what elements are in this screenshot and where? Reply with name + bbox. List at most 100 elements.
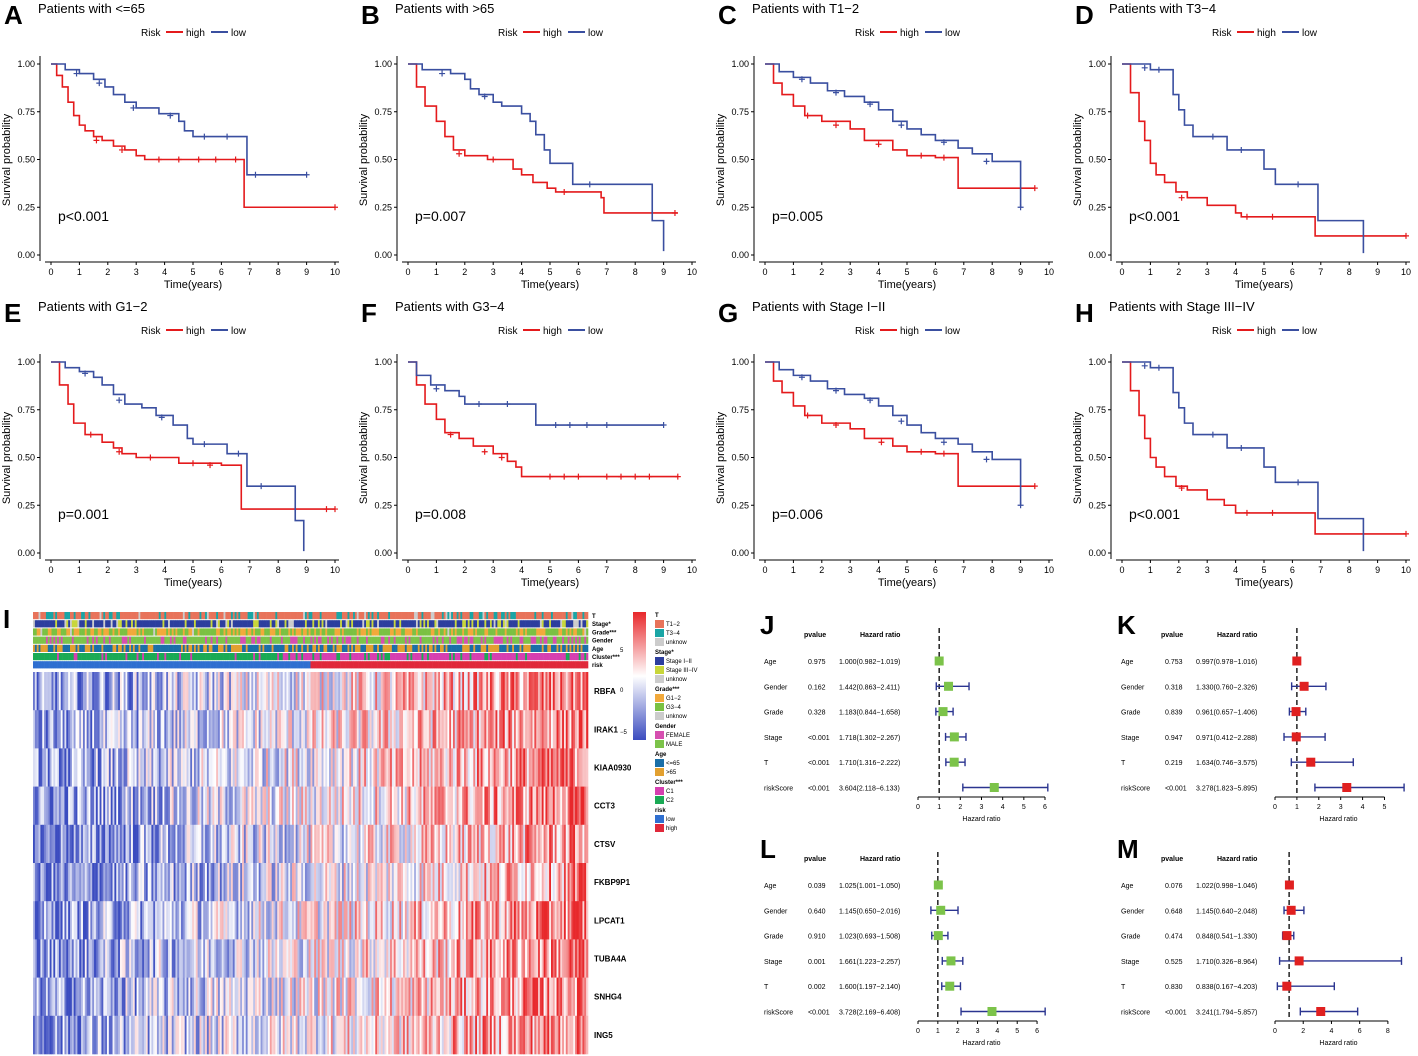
- heatmap-cell: [123, 710, 126, 749]
- heatmap-cell: [371, 748, 374, 787]
- annotation-cell: [514, 644, 517, 652]
- heatmap-cell: [94, 748, 97, 787]
- annotation-cell: [510, 653, 513, 661]
- annotation-cell: [223, 636, 226, 644]
- survival-curve-low: [408, 361, 664, 426]
- heatmap-cell: [321, 824, 324, 864]
- annotation-cell: [454, 612, 457, 620]
- heatmap-cell: [375, 786, 378, 826]
- heatmap-cell: [57, 863, 60, 902]
- heatmap-cell: [236, 786, 239, 826]
- heatmap-cell: [425, 748, 428, 787]
- heatmap-cell: [325, 710, 328, 749]
- heatmap-cell: [447, 786, 450, 826]
- heatmap-cell: [571, 748, 574, 787]
- y-tick-label: 0.75: [1088, 405, 1106, 415]
- annotation-cell: [575, 628, 578, 636]
- heatmap-cell: [186, 672, 189, 711]
- annotation-track: [33, 628, 589, 636]
- heatmap-cell: [149, 672, 152, 711]
- annotation-cell: [478, 620, 481, 628]
- y-tick-label: 0.00: [731, 250, 749, 260]
- heatmap-cell: [582, 786, 585, 826]
- annotation-cell: [151, 653, 154, 661]
- censor-mark-low: [116, 397, 123, 404]
- annotation-cell: [118, 644, 121, 652]
- annotation-cell: [560, 620, 563, 628]
- heatmap-cell: [391, 939, 395, 978]
- annotation-cell: [66, 653, 69, 661]
- heatmap-cell: [206, 748, 210, 787]
- annotation-cell: [275, 636, 278, 644]
- heatmap-cell: [232, 939, 235, 978]
- annotation-cell: [316, 644, 319, 652]
- annotation-cell: [175, 628, 178, 636]
- annotation-cell: [60, 636, 63, 644]
- x-tick-label: 5: [1261, 565, 1266, 575]
- annotation-cell: [232, 636, 235, 644]
- annotation-cell: [105, 661, 108, 669]
- heatmap-cell: [90, 824, 93, 864]
- annotation-cell: [70, 628, 73, 636]
- censor-mark-high: [1403, 530, 1409, 537]
- heatmap-cell: [364, 710, 367, 749]
- heatmap-cell: [526, 748, 530, 787]
- heatmap-cell: [234, 863, 237, 902]
- heatmap-cell: [127, 710, 130, 749]
- heatmap-cell: [427, 672, 430, 711]
- heatmap-cell: [458, 710, 461, 749]
- heatmap-cell: [377, 672, 380, 711]
- annotation-cell: [97, 653, 100, 661]
- y-tick-label: 0.00: [1088, 548, 1106, 558]
- heatmap-cell: [256, 901, 259, 940]
- annotation-cell: [86, 628, 89, 636]
- annotation-cell: [308, 644, 311, 652]
- heatmap-cell: [79, 672, 82, 711]
- heatmap-cell: [345, 672, 348, 711]
- annotation-label: T: [592, 614, 596, 620]
- annotation-cell: [216, 628, 219, 636]
- x-tick-label: 10: [1401, 565, 1411, 575]
- heatmap-cell: [162, 824, 165, 864]
- annotation-cell: [225, 628, 228, 636]
- annotation-cell: [499, 628, 502, 636]
- heatmap-cell: [214, 901, 217, 940]
- annotation-cell: [44, 628, 47, 636]
- heatmap-cell: [417, 672, 420, 711]
- heatmap-cell: [247, 863, 250, 902]
- annotation-cell: [151, 620, 154, 628]
- heatmap-cell: [210, 786, 213, 826]
- heatmap-cell: [127, 939, 130, 978]
- annotation-cell: [292, 636, 295, 644]
- annotation-cell: [293, 620, 296, 628]
- heatmap-cell: [197, 901, 200, 940]
- x-tick-label: 2: [462, 565, 467, 575]
- heatmap-cell: [260, 824, 263, 864]
- heatmap-cell: [86, 901, 89, 940]
- heatmap-cell: [197, 710, 200, 749]
- heatmap-cell: [539, 863, 543, 902]
- annotation-cell: [103, 661, 106, 669]
- heatmap-cell: [356, 710, 359, 749]
- annotation-cell: [491, 644, 494, 652]
- heatmap-cell: [515, 710, 518, 749]
- heatmap-cell: [560, 901, 563, 940]
- annotation-cell: [534, 628, 537, 636]
- heatmap-cell: [227, 710, 230, 749]
- annotation-cell: [427, 644, 430, 652]
- heatmap-cell: [419, 863, 422, 902]
- heatmap-cell: [493, 824, 496, 864]
- heatmap-cell: [260, 672, 263, 711]
- y-tick-label: 1.00: [731, 357, 749, 367]
- annotation-cell: [210, 636, 213, 644]
- heatmap-cell: [580, 710, 583, 749]
- annotation-cell: [343, 636, 346, 644]
- annotation-cell: [325, 653, 328, 661]
- censor-mark-low: [833, 89, 839, 96]
- annotation-cell: [397, 636, 400, 644]
- heatmap-cell: [519, 672, 522, 711]
- heatmap-cell: [51, 901, 54, 940]
- annotation-cell: [195, 628, 198, 636]
- annotation-cell: [525, 620, 528, 628]
- heatmap-cell: [515, 901, 518, 940]
